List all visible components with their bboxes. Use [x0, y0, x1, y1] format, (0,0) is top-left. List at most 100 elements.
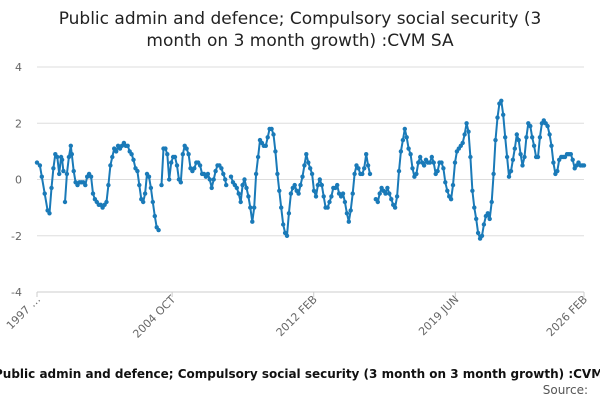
data-point [555, 168, 560, 174]
data-point [501, 112, 506, 118]
data-point [39, 174, 44, 179]
data-point [47, 211, 52, 216]
data-point [485, 211, 490, 216]
data-point [474, 216, 479, 222]
data-point [34, 160, 40, 165]
data-point [367, 171, 373, 177]
data-point [547, 132, 552, 137]
series-points [34, 98, 587, 241]
x-tick-label: 1997 … [4, 293, 43, 332]
data-point [263, 143, 268, 148]
data-point [398, 149, 404, 154]
data-point [271, 132, 276, 137]
data-point [250, 219, 255, 224]
data-point [441, 166, 446, 171]
data-point [286, 211, 292, 216]
chart-title-line-2: month on 3 month growth) :CVM SA [146, 31, 454, 51]
data-point [163, 146, 168, 151]
data-point [466, 129, 471, 134]
data-point [59, 157, 65, 162]
data-point [315, 182, 321, 188]
data-point [503, 135, 508, 140]
data-point [238, 199, 243, 205]
data-point [335, 182, 340, 188]
data-point [236, 191, 241, 196]
data-point [375, 199, 380, 205]
data-point [489, 199, 494, 205]
data-point [531, 143, 537, 148]
data-point [180, 152, 185, 157]
data-point [389, 197, 394, 202]
data-point [352, 171, 357, 177]
data-point [319, 182, 324, 188]
data-point [61, 168, 66, 174]
data-point [570, 157, 575, 162]
data-point [479, 233, 485, 238]
data-point [213, 168, 218, 174]
data-point [530, 135, 535, 140]
data-point [394, 194, 400, 199]
data-point [392, 205, 398, 210]
data-point [184, 146, 189, 151]
data-point [66, 154, 72, 160]
data-point [418, 154, 423, 160]
data-point [464, 121, 469, 126]
data-point [308, 166, 313, 171]
data-point [69, 152, 75, 157]
data-point [62, 199, 68, 205]
data-point [68, 143, 74, 148]
data-point [186, 152, 191, 157]
data-point [356, 166, 361, 171]
data-point [228, 174, 234, 179]
series-line-segment [36, 153, 65, 215]
data-point [57, 171, 62, 177]
data-point [248, 205, 253, 210]
y-tick-label: 0 [15, 174, 22, 187]
data-point [510, 157, 516, 162]
data-point [364, 152, 369, 157]
x-tick-label: 2026 FEB [544, 293, 590, 339]
data-point [522, 154, 527, 160]
data-point [110, 154, 115, 160]
data-point [148, 185, 154, 191]
data-point [114, 149, 119, 154]
x-tick-label: 2004 OCT [130, 293, 178, 341]
data-point [207, 177, 212, 182]
data-point [273, 149, 278, 154]
series-line-segment [374, 99, 585, 240]
data-point [242, 177, 247, 182]
data-point [269, 126, 274, 132]
data-point [495, 115, 500, 120]
data-point [221, 171, 226, 177]
data-point [329, 194, 334, 199]
data-point [224, 182, 229, 188]
data-point [385, 185, 390, 191]
data-point [55, 154, 60, 160]
data-point [131, 157, 136, 162]
data-point [468, 154, 473, 160]
data-point [71, 168, 76, 174]
data-point [512, 146, 517, 151]
data-point [448, 197, 454, 202]
data-point [88, 174, 94, 179]
data-point [445, 188, 450, 193]
data-point [431, 160, 436, 165]
data-point [416, 160, 421, 165]
data-point [545, 123, 550, 129]
data-point [135, 168, 140, 174]
y-axis-ticks: 4 2 0 -2 -4 [11, 61, 22, 299]
data-point [292, 182, 297, 188]
y-tick-label: 4 [15, 61, 22, 74]
data-point [240, 182, 245, 188]
y-tick-label: 2 [15, 117, 22, 130]
data-point [277, 188, 282, 193]
data-point [172, 154, 178, 160]
data-point [317, 177, 322, 182]
data-point [321, 194, 326, 199]
data-point [346, 219, 351, 224]
data-point [49, 185, 54, 191]
data-point [365, 163, 371, 168]
data-point [300, 174, 305, 179]
data-point [311, 188, 317, 193]
data-point [265, 135, 270, 140]
